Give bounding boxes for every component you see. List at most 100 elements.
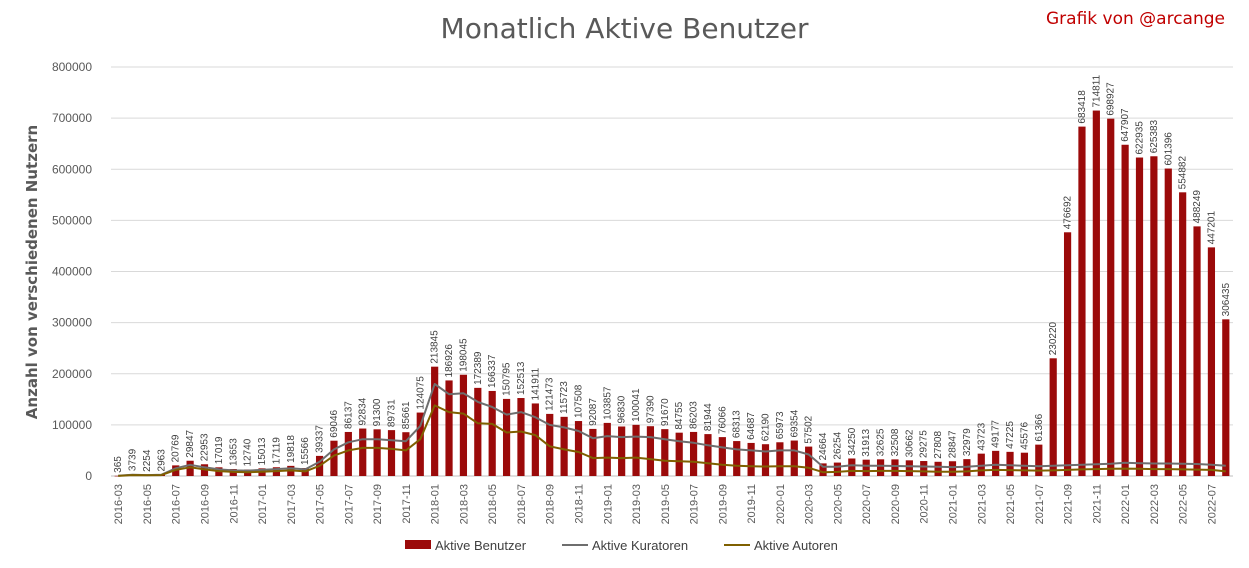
bar-data-label: 84755 (674, 401, 685, 429)
bar-data-label: 89731 (387, 399, 398, 427)
bar (373, 429, 381, 476)
bar-data-label: 57502 (804, 415, 815, 443)
bar-data-label: 24664 (818, 432, 829, 460)
y-tick-label: 700000 (52, 111, 92, 125)
bar (1078, 126, 1086, 477)
x-tick-label: 2018-05 (487, 484, 499, 524)
bar-data-label: 124075 (415, 376, 426, 410)
x-tick-label: 2020-01 (775, 484, 787, 524)
bar (1049, 358, 1057, 476)
bar (862, 459, 870, 476)
bar-data-label: 69354 (789, 409, 800, 437)
y-tick-labels: 0 100000 200000 300000 400000 500000 600000 700… (52, 60, 92, 483)
bar (948, 461, 957, 476)
bar-data-label: 172389 (473, 351, 484, 385)
bar-data-label: 3739 (128, 448, 139, 471)
bar (1035, 444, 1043, 476)
bar (1092, 110, 1100, 476)
bar (992, 450, 1000, 476)
bar (459, 374, 468, 476)
x-tick-label: 2021-05 (1005, 484, 1017, 524)
bar (1006, 451, 1014, 476)
bar-data-label: 152513 (516, 361, 527, 395)
bar (531, 403, 539, 476)
bar-data-label: 61366 (1034, 413, 1045, 441)
y-tick-label: 400000 (52, 265, 92, 279)
bar-data-label: 15566 (300, 437, 311, 465)
x-tick-label: 2018-01 (430, 484, 442, 524)
bar (560, 416, 568, 476)
bar (488, 390, 496, 476)
series-line (118, 383, 1226, 477)
x-tick-label: 2022-01 (1120, 484, 1132, 524)
y-tick-label: 800000 (52, 60, 92, 74)
x-tick-label: 2016-07 (171, 484, 183, 524)
bar-data-label: 121473 (545, 377, 556, 411)
bar-data-label: 43723 (976, 422, 987, 450)
bar (675, 432, 683, 476)
bar-data-label: 96830 (617, 395, 628, 423)
legend-label: Aktive Benutzer (435, 538, 527, 553)
x-tick-label: 2018-11 (574, 484, 586, 524)
bar-data-label: 86203 (689, 401, 700, 429)
bar-data-label: 30662 (904, 429, 915, 457)
x-tick-labels: 2016-03 2016-05 2016-07 2016-09 2016-11 2017-… (113, 484, 1218, 524)
bar-data-label: 15013 (257, 437, 268, 465)
x-tick-label: 2019-01 (602, 484, 614, 524)
x-tick-label: 2020-03 (804, 484, 816, 524)
bar (474, 387, 482, 476)
bar-data-label: 32508 (890, 428, 901, 456)
bar (833, 462, 842, 476)
y-tick-label: 0 (85, 469, 92, 483)
bar-data-label: 141911 (530, 367, 541, 400)
bar (330, 440, 338, 476)
bar (934, 461, 942, 476)
x-tick-label: 2017-07 (343, 484, 355, 524)
bar-data-label: 26254 (832, 431, 843, 459)
bar-data-label: 601396 (1163, 132, 1174, 166)
bar (502, 398, 511, 476)
bar (1063, 232, 1072, 476)
bar-data-label: 107508 (574, 384, 585, 418)
bar (1193, 226, 1201, 476)
bar-data-label: 12740 (243, 438, 254, 466)
bar-data-label: 198045 (458, 338, 469, 372)
bar-data-label: 622935 (1135, 121, 1146, 155)
x-tick-label: 2020-07 (861, 484, 873, 524)
y-axis-label: Anzahl von verschiedenen Nutzern (23, 125, 41, 419)
bar (761, 444, 770, 476)
x-tick-label: 2016-05 (142, 484, 154, 524)
x-tick-label: 2019-03 (631, 484, 643, 524)
bar (632, 424, 640, 476)
bar-data-label: 29275 (919, 430, 930, 458)
x-tick-label: 2020-11 (919, 484, 931, 524)
bar (1150, 156, 1158, 476)
bar-data-label: 698927 (1106, 82, 1117, 116)
bar-data-label: 86137 (343, 401, 354, 429)
bar-data-label: 69046 (329, 409, 340, 437)
bar (603, 422, 611, 476)
x-tick-label: 2016-11 (228, 484, 240, 524)
bar-data-label: 115723 (559, 381, 570, 414)
bar (718, 437, 726, 476)
legend-swatch (405, 540, 431, 549)
x-tick-label: 2022-07 (1206, 484, 1218, 524)
bar-data-label: 17119 (271, 437, 282, 465)
bar-data-label: 27808 (933, 431, 944, 459)
x-tick-label: 2017-09 (372, 484, 384, 524)
bar (431, 366, 439, 476)
x-tick-label: 2020-05 (832, 484, 844, 524)
bar-data-label: 39337 (315, 425, 326, 453)
bar (776, 442, 784, 476)
x-tick-label: 2017-11 (401, 484, 413, 524)
x-tick-label: 2018-03 (458, 484, 470, 524)
bar-data-label: 49177 (991, 420, 1002, 448)
bar-data-label: 92834 (358, 397, 369, 425)
bar-series (114, 110, 1230, 477)
bar (876, 459, 885, 476)
bar (819, 463, 827, 476)
bar-data-label: 45576 (1019, 421, 1030, 449)
bar-data-label: 100041 (631, 388, 642, 422)
bar (546, 413, 554, 476)
x-tick-label: 2017-03 (286, 484, 298, 524)
